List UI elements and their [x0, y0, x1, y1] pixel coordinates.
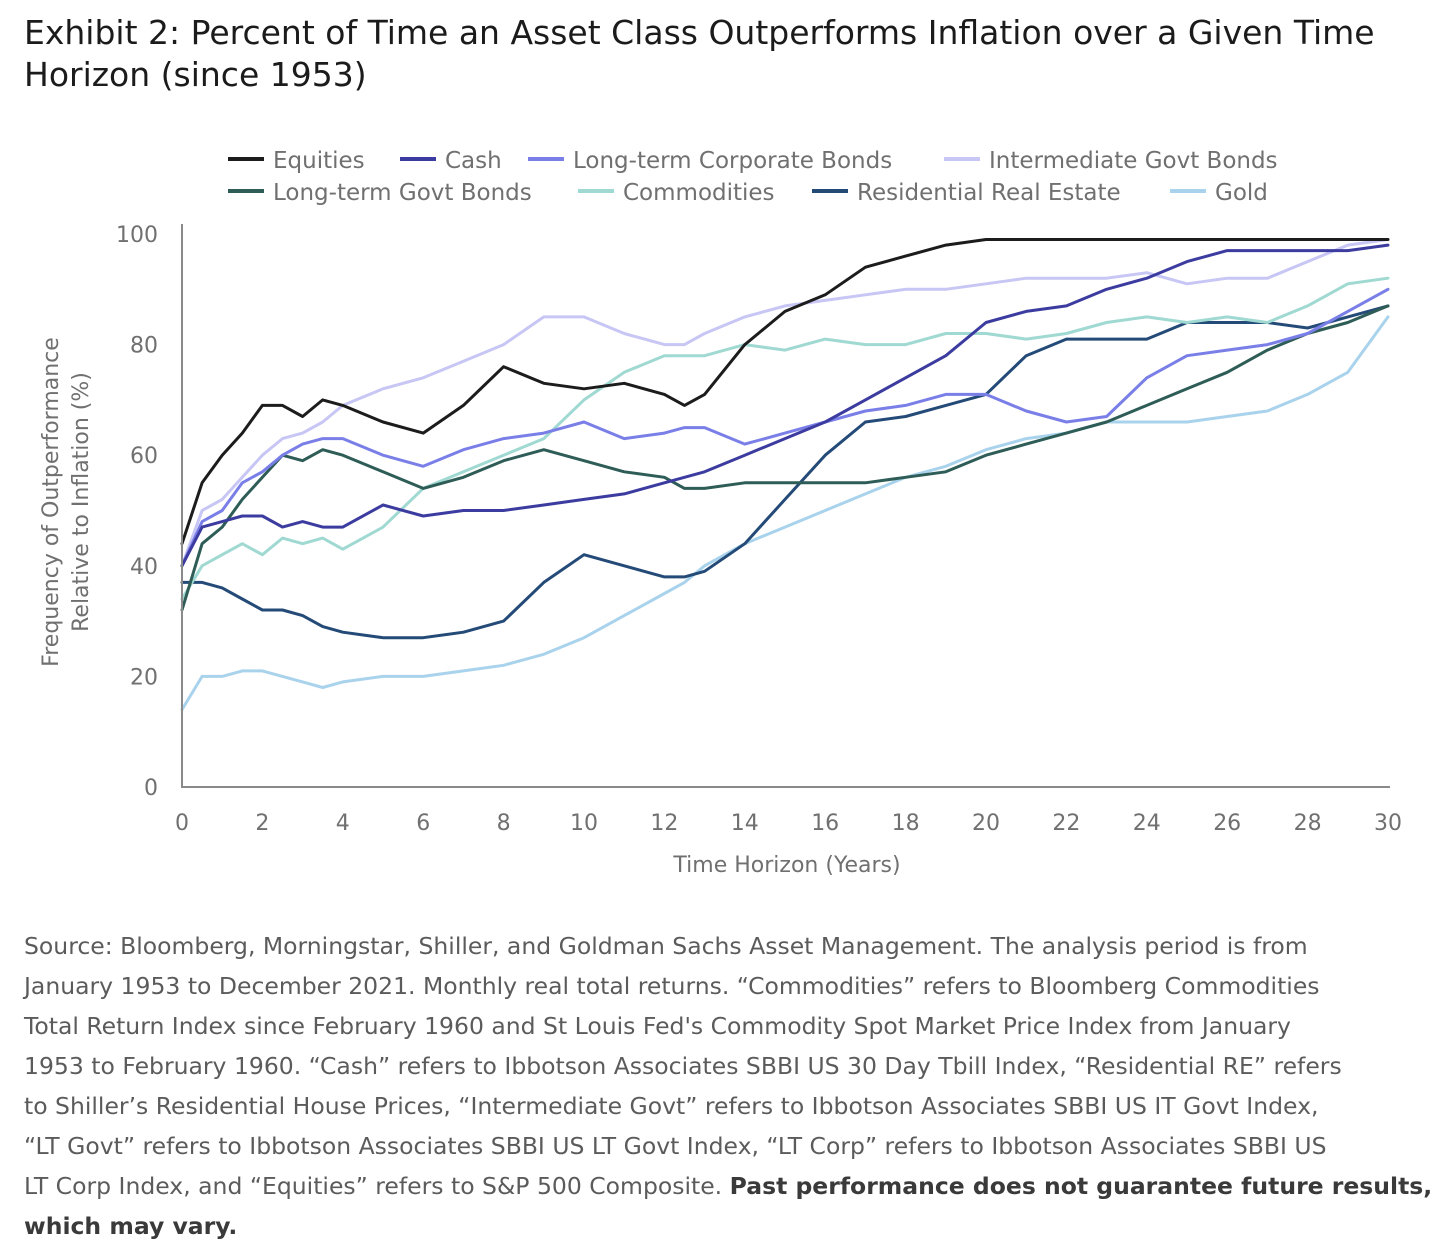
legend-label-equities: Equities: [273, 148, 365, 174]
y-axis-label-line-1: Frequency of Outperformance: [39, 337, 64, 667]
x-tick-label: 30: [1374, 811, 1402, 836]
y-tick-label: 20: [130, 665, 158, 690]
y-tick-label: 40: [130, 555, 158, 580]
source-line-3: Total Return Index since February 1960 a…: [24, 1012, 1291, 1040]
series-line-residential-real-estate: [180, 304, 1390, 640]
legend-label-cash: Cash: [445, 148, 502, 174]
x-tick-label: 10: [570, 811, 598, 836]
title-line-2: Horizon (since 1953): [24, 55, 367, 94]
source-line-4: 1953 to February 1960. “Cash” refers to …: [24, 1052, 1342, 1080]
source-line-1: Source: Bloomberg, Morningstar, Shiller,…: [24, 932, 1308, 960]
x-tick-label: 0: [175, 811, 189, 836]
y-tick-label: 60: [130, 444, 158, 469]
source-line-2: January 1953 to December 2021. Monthly r…: [24, 972, 1320, 1000]
x-tick-label: 18: [892, 811, 920, 836]
disclaimer-bold-1: Past performance does not guarantee futu…: [729, 1172, 1433, 1200]
y-tick-label: 0: [144, 776, 158, 801]
series-line-long-term-govt-bonds: [180, 304, 1390, 612]
legend-label-intermediate-govt-bonds: Intermediate Govt Bonds: [989, 148, 1278, 174]
title-line-1: Exhibit 2: Percent of Time an Asset Clas…: [24, 13, 1375, 52]
x-tick-label: 8: [497, 811, 511, 836]
x-tick-labels: 0 2 4 6 8 10 12 14 16 18 20 22 24 26 28 30: [175, 811, 1402, 836]
y-tick-labels: 0 20 40 60 80 100: [116, 223, 158, 801]
series-line-long-term-corporate-bonds: [180, 287, 1390, 568]
x-tick-label: 14: [731, 811, 759, 836]
x-tick-label: 6: [416, 811, 430, 836]
x-tick-label: 24: [1133, 811, 1161, 836]
x-tick-label: 16: [811, 811, 839, 836]
source-line-8: which may vary.: [24, 1206, 1424, 1246]
series-line-cash: [180, 243, 1390, 568]
series-line-gold: [180, 315, 1390, 712]
legend-label-gold: Gold: [1215, 180, 1268, 206]
x-tick-label: 28: [1294, 811, 1322, 836]
series-layer: [180, 238, 1390, 712]
x-tick-label: 26: [1213, 811, 1241, 836]
x-tick-label: 2: [255, 811, 269, 836]
y-tick-label: 80: [130, 334, 158, 359]
series-line-commodities: [180, 276, 1390, 601]
chart-axes: [181, 224, 1390, 788]
source-line-6: “LT Govt” refers to Ibbotson Associates …: [24, 1132, 1327, 1160]
legend-label-commodities: Commodities: [623, 180, 775, 206]
legend-label-long-term-corporate-bonds: Long-term Corporate Bonds: [573, 148, 892, 174]
x-tick-label: 20: [972, 811, 1000, 836]
source-line-7-text: LT Corp Index, and “Equities” refers to …: [24, 1172, 730, 1200]
y-tick-label: 100: [116, 223, 158, 248]
x-tick-label: 4: [336, 811, 350, 836]
y-axis-label-line-2: Relative to Inflation (%): [69, 372, 94, 632]
chart-legend: Equities Cash Long-term Corporate Bonds Int…: [228, 148, 1278, 206]
source-note: Source: Bloomberg, Morningstar, Shiller,…: [24, 926, 1432, 1246]
source-line-5: to Shiller’s Residential House Prices, “…: [24, 1092, 1319, 1120]
x-tick-label: 12: [650, 811, 678, 836]
series-line-equities: [180, 238, 1390, 546]
exhibit-title: Exhibit 2: Percent of Time an Asset Clas…: [24, 12, 1414, 96]
x-axis-label: Time Horizon (Years): [672, 853, 900, 878]
disclaimer-bold-2: which may vary.: [24, 1212, 238, 1240]
source-line-7: LT Corp Index, and “Equities” refers to …: [24, 1166, 1432, 1206]
line-chart: Equities Cash Long-term Corporate Bonds Int…: [39, 148, 1402, 878]
legend-label-residential-real-estate: Residential Real Estate: [857, 180, 1121, 206]
x-tick-label: 22: [1052, 811, 1080, 836]
legend-label-long-term-govt-bonds: Long-term Govt Bonds: [273, 180, 532, 206]
